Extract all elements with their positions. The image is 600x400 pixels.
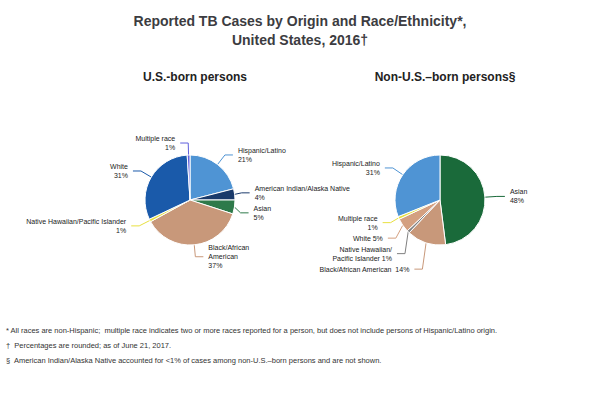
svg-text:§ American Indian/Alaska Nati: § American Indian/Alaska Native accounte… [6,356,381,365]
svg-text:U.S.-born persons: U.S.-born persons [143,70,247,84]
svg-text:21%: 21% [238,156,252,163]
svg-text:1%: 1% [165,144,175,151]
svg-text:1%: 1% [116,227,126,234]
svg-text:31%: 31% [366,169,380,176]
svg-text:37%: 37% [208,262,222,269]
svg-text:Multiple race: Multiple race [338,215,378,223]
svg-text:American: American [208,253,238,260]
svg-text:† Percentages are rounded; as: † Percentages are rounded; as of June 21… [6,341,171,350]
svg-text:Reported TB Cases by Origin an: Reported TB Cases by Origin and Race/Eth… [134,13,467,29]
svg-text:48%: 48% [510,197,524,204]
svg-text:Asian: Asian [254,205,272,212]
svg-text:31%: 31% [114,172,128,179]
svg-text:Pacific Islander 1%: Pacific Islander 1% [332,255,392,262]
svg-text:Asian: Asian [510,188,528,195]
svg-text:Hispanic/Latino: Hispanic/Latino [332,160,380,168]
svg-text:1%: 1% [368,224,378,231]
svg-text:American Indian/Alaska Native: American Indian/Alaska Native [255,185,350,192]
svg-text:Hispanic/Latino: Hispanic/Latino [238,147,286,155]
svg-text:Black/African American 14%: Black/African American 14% [320,266,410,273]
svg-text:Native Hawaiian/Pacific Island: Native Hawaiian/Pacific Islander [26,218,127,225]
svg-text:Multiple race: Multiple race [136,135,176,143]
svg-text:Non-U.S.–born persons§: Non-U.S.–born persons§ [375,70,516,84]
svg-text:Black/African: Black/African [208,244,249,251]
svg-text:United States, 2016†: United States, 2016† [232,32,368,48]
svg-text:5%: 5% [254,214,264,221]
svg-text:Native Hawaiian/: Native Hawaiian/ [339,246,392,253]
svg-text:* All races are non-Hispanic;: * All races are non-Hispanic; multiple r… [6,326,497,335]
svg-text:4%: 4% [255,194,265,201]
svg-text:White 5%: White 5% [353,235,383,242]
svg-text:White: White [110,163,128,170]
